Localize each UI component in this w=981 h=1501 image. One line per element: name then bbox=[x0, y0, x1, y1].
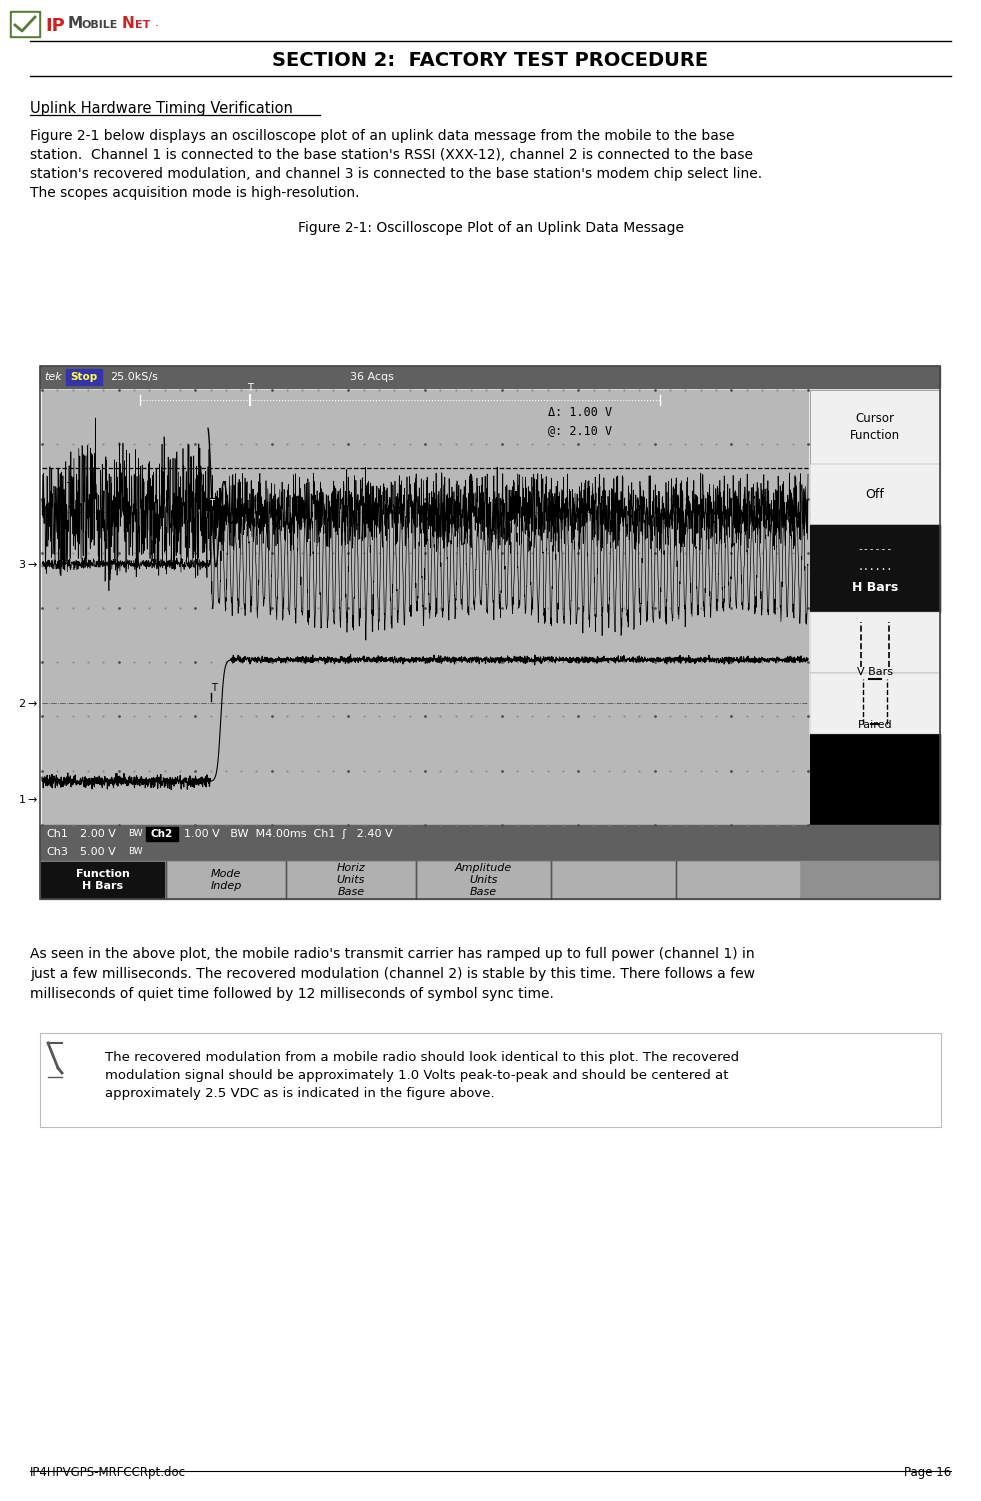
Text: ......: ...... bbox=[857, 561, 893, 572]
Text: Function
H Bars: Function H Bars bbox=[76, 869, 129, 892]
Text: tek: tek bbox=[44, 372, 62, 381]
Text: M: M bbox=[68, 17, 83, 32]
Bar bbox=[810, 390, 940, 826]
Text: milliseconds of quiet time followed by 12 milliseconds of symbol sync time.: milliseconds of quiet time followed by 1… bbox=[30, 988, 554, 1001]
Text: Ch3: Ch3 bbox=[46, 847, 68, 857]
Bar bbox=[40, 1033, 941, 1127]
Bar bbox=[810, 464, 940, 525]
Text: 25.0kS/s: 25.0kS/s bbox=[110, 372, 158, 381]
Bar bbox=[418, 862, 549, 898]
Text: The recovered modulation from a mobile radio should look identical to this plot.: The recovered modulation from a mobile r… bbox=[105, 1051, 739, 1064]
Text: Amplitude
Units
Base: Amplitude Units Base bbox=[455, 863, 512, 898]
Text: SECTION 2:  FACTORY TEST PROCEDURE: SECTION 2: FACTORY TEST PROCEDURE bbox=[273, 51, 708, 71]
Text: T: T bbox=[67, 482, 74, 492]
Text: BW: BW bbox=[128, 830, 142, 839]
Text: Ch2: Ch2 bbox=[151, 829, 173, 839]
Text: IP4HPVGPS-MRFCCRpt.doc: IP4HPVGPS-MRFCCRpt.doc bbox=[30, 1466, 186, 1478]
Text: IP: IP bbox=[45, 17, 65, 35]
Bar bbox=[810, 672, 940, 734]
Text: Off: Off bbox=[865, 488, 885, 501]
Text: station's recovered modulation, and channel 3 is connected to the base station's: station's recovered modulation, and chan… bbox=[30, 167, 762, 182]
Text: Page 16: Page 16 bbox=[904, 1466, 951, 1478]
Bar bbox=[40, 826, 940, 862]
Bar bbox=[10, 11, 40, 38]
Bar bbox=[40, 366, 940, 899]
Text: station.  Channel 1 is connected to the base station's RSSI (XXX-12), channel 2 : station. Channel 1 is connected to the b… bbox=[30, 149, 753, 162]
Text: 1$\rightarrow$: 1$\rightarrow$ bbox=[18, 793, 38, 805]
Text: modulation signal should be approximately 1.0 Volts peak-to-peak and should be c: modulation signal should be approximatel… bbox=[105, 1069, 729, 1082]
Text: H Bars: H Bars bbox=[852, 581, 899, 594]
Bar bbox=[12, 14, 38, 35]
Text: Stop: Stop bbox=[71, 372, 98, 381]
Bar bbox=[288, 862, 414, 898]
Text: T: T bbox=[211, 683, 217, 693]
Text: 1.00 V   BW  M4.00ms  Ch1  ʃ   2.40 V: 1.00 V BW M4.00ms Ch1 ʃ 2.40 V bbox=[184, 829, 392, 839]
Bar bbox=[168, 862, 284, 898]
Text: Uplink Hardware Timing Verification: Uplink Hardware Timing Verification bbox=[30, 101, 293, 116]
Bar bbox=[66, 369, 102, 384]
Bar bbox=[810, 390, 940, 464]
Bar bbox=[40, 366, 940, 387]
Text: Figure 2-1: Oscilloscope Plot of an Uplink Data Message: Figure 2-1: Oscilloscope Plot of an Upli… bbox=[297, 221, 684, 236]
Text: V Bars: V Bars bbox=[857, 666, 893, 677]
Text: As seen in the above plot, the mobile radio's transmit carrier has ramped up to : As seen in the above plot, the mobile ra… bbox=[30, 947, 754, 961]
Bar bbox=[40, 862, 940, 899]
Text: T: T bbox=[247, 383, 253, 393]
Bar bbox=[810, 612, 940, 672]
Bar bbox=[678, 862, 799, 898]
Text: BW: BW bbox=[128, 848, 142, 857]
Text: ------: ------ bbox=[857, 545, 893, 554]
Bar bbox=[810, 525, 940, 612]
Text: 5.00 V: 5.00 V bbox=[80, 847, 116, 857]
Text: Horiz
Units
Base: Horiz Units Base bbox=[336, 863, 365, 898]
Bar bbox=[553, 862, 674, 898]
Text: 2$\rightarrow$: 2$\rightarrow$ bbox=[18, 696, 38, 708]
Text: .: . bbox=[155, 17, 159, 30]
Text: 2.00 V: 2.00 V bbox=[80, 829, 116, 839]
Bar bbox=[206, 498, 218, 510]
Text: Mode
Indep: Mode Indep bbox=[210, 869, 241, 892]
Text: The scopes acquisition mode is high-resolution.: The scopes acquisition mode is high-reso… bbox=[30, 186, 359, 200]
Text: Figure 2-1 below displays an oscilloscope plot of an uplink data message from th: Figure 2-1 below displays an oscilloscop… bbox=[30, 129, 735, 143]
Text: Δ: 1.00 V
@: 2.10 V: Δ: 1.00 V @: 2.10 V bbox=[547, 405, 612, 437]
Text: ET: ET bbox=[135, 20, 150, 30]
Bar bbox=[146, 827, 178, 841]
Bar bbox=[41, 862, 164, 898]
Bar bbox=[42, 390, 808, 826]
Text: Cursor
Function: Cursor Function bbox=[850, 411, 900, 441]
Text: 3$\rightarrow$: 3$\rightarrow$ bbox=[18, 558, 38, 570]
Text: approximately 2.5 VDC as is indicated in the figure above.: approximately 2.5 VDC as is indicated in… bbox=[105, 1087, 494, 1100]
Text: Ch1: Ch1 bbox=[46, 829, 68, 839]
Bar bbox=[810, 734, 940, 826]
Text: OBILE: OBILE bbox=[82, 20, 119, 30]
Text: 36 Acqs: 36 Acqs bbox=[350, 372, 394, 381]
Text: Paired: Paired bbox=[857, 719, 893, 729]
Text: just a few milliseconds. The recovered modulation (channel 2) is stable by this : just a few milliseconds. The recovered m… bbox=[30, 967, 755, 982]
Text: N: N bbox=[122, 17, 134, 32]
Text: T: T bbox=[209, 500, 214, 509]
